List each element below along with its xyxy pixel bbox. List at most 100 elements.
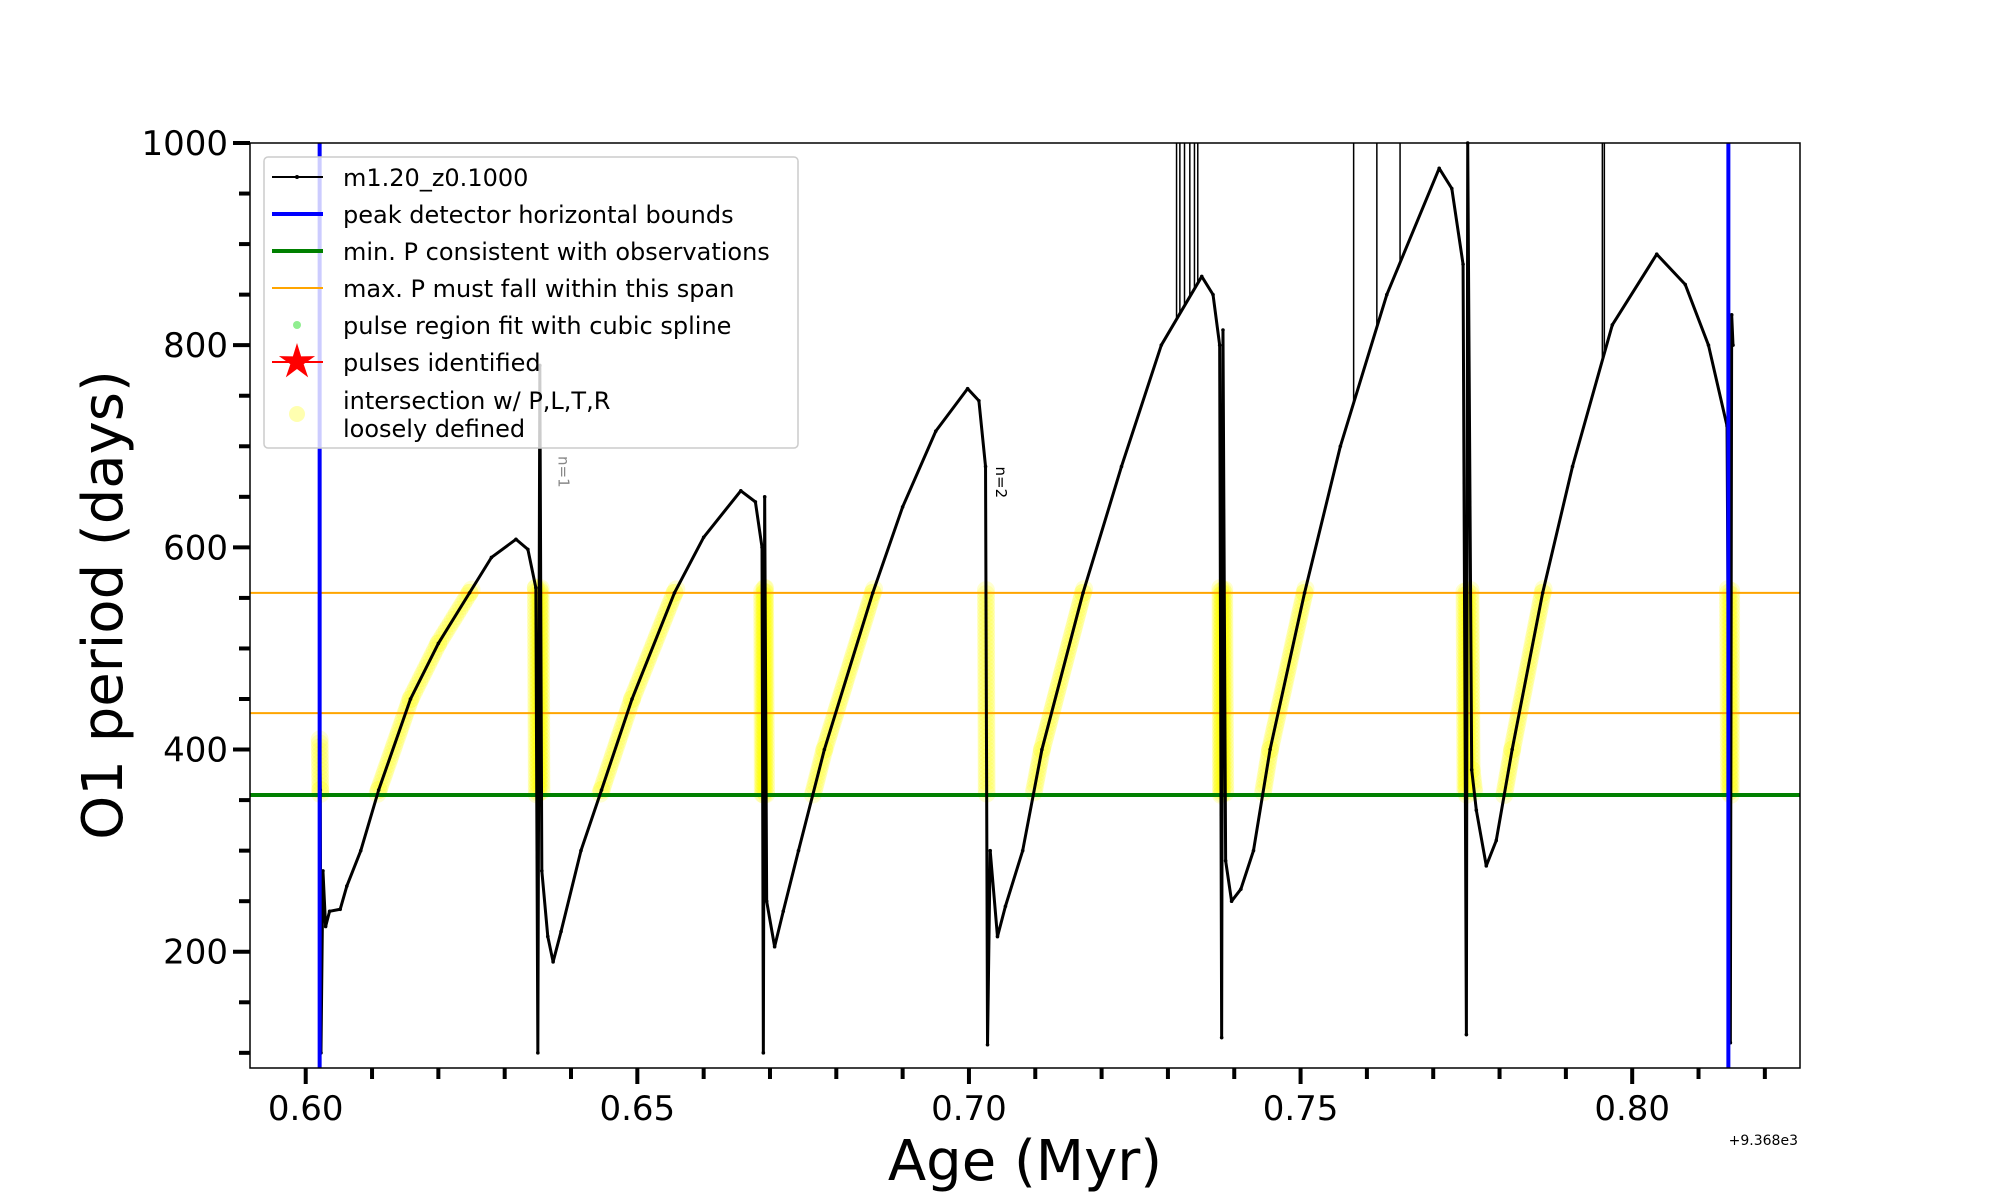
data-point [739,488,743,493]
data-point [408,697,413,701]
x-tick-label: 0.60 [268,1089,344,1129]
data-point [1683,282,1688,287]
data-point [1464,1032,1469,1037]
data-point [1461,262,1465,267]
data-point [1223,858,1228,863]
data-point [977,398,981,403]
legend-marker-icon [295,175,299,179]
legend-label: pulses identified [343,349,541,377]
data-point [870,591,875,595]
legend-dot-icon [293,321,301,329]
data-point [1729,313,1734,317]
annotation-label: n=1 [554,456,572,488]
data-point [1706,343,1711,347]
x-tick-label: 0.70 [931,1089,1007,1129]
data-point [1484,864,1489,868]
data-point [1159,343,1164,347]
series-line [318,141,1735,1055]
data-point [781,909,786,914]
data-point [489,555,494,560]
data-point [672,591,677,595]
data-point [526,547,530,552]
y-tick-label: 400 [163,731,228,771]
data-point [323,924,328,929]
data-point [988,848,992,853]
data-point [551,960,555,964]
data-point [1437,166,1441,171]
data-point [1469,767,1474,772]
legend-label: peak detector horizontal bounds [343,201,734,229]
reference-lines [250,591,1800,798]
x-offset-text: +9.368e3 [1729,1133,1798,1149]
data-point [559,929,563,934]
data-point [764,899,769,903]
y-tick-label: 600 [163,528,228,568]
data-point [753,500,758,504]
axis-ticks: 0.60 0.65 0.70 0.75 0.80 200 400 600 800 1000 [141,124,1767,1129]
y-tick-label: 800 [163,326,228,366]
data-point [327,909,332,914]
data-point [630,697,634,701]
data-point [1302,591,1307,595]
legend-circle-icon [289,406,305,422]
data-point [436,641,441,646]
annotations: n=1 n=2 [554,456,1010,498]
data-point [1251,848,1256,853]
data-point [338,907,343,912]
data-point [1211,292,1215,297]
x-axis-label: Age (Myr) [888,1129,1162,1194]
data-point [345,884,349,888]
data-point [983,464,988,469]
data-point [1449,186,1454,191]
data-point [822,747,827,752]
data-point [1268,747,1272,752]
data-point [965,386,970,391]
data-point [321,869,325,873]
data-point [1540,591,1545,595]
data-point [762,495,767,499]
data-point [1239,887,1243,891]
legend-label: m1.20_z0.1000 [343,164,528,192]
data-point [772,944,777,949]
data-point [534,586,538,590]
legend-label: min. P consistent with observations [343,238,770,266]
data-point [1219,1035,1224,1040]
data-point [760,545,764,550]
y-tick-label: 1000 [141,124,228,164]
data-point [1221,328,1225,332]
legend-box [263,156,799,449]
data-point [358,848,363,853]
star-icon [278,343,316,378]
data-point [376,788,381,792]
data-point [599,788,604,792]
data-point [467,591,472,595]
data-point [514,537,518,542]
data-point [536,1051,540,1055]
legend-label: max. P must fall within this span [343,275,734,303]
data-point [1081,591,1085,595]
legend-label: pulse region fit with cubic spline [343,312,731,340]
data-point [579,848,583,853]
data-point [1040,747,1044,752]
data-point [1119,464,1124,469]
data-point [545,934,550,939]
x-tick-label: 0.65 [599,1089,675,1129]
data-point [1384,292,1389,297]
data-point [1020,848,1025,853]
data-point [1731,343,1735,347]
data-point [1199,274,1204,279]
intersection-highlights [310,578,1741,805]
data-point [1494,838,1499,843]
data-point [1474,808,1479,813]
annotation-label: n=2 [992,466,1010,498]
data-point [1610,323,1615,327]
data-point [1338,444,1343,449]
y-axis-label: O1 period (days) [71,370,136,840]
legend-label: intersection w/ P,L,T,R [343,387,610,415]
data-point [1217,343,1222,347]
y-tick-label: 200 [163,933,228,973]
data-point [1654,252,1659,257]
data-point [1570,464,1575,469]
